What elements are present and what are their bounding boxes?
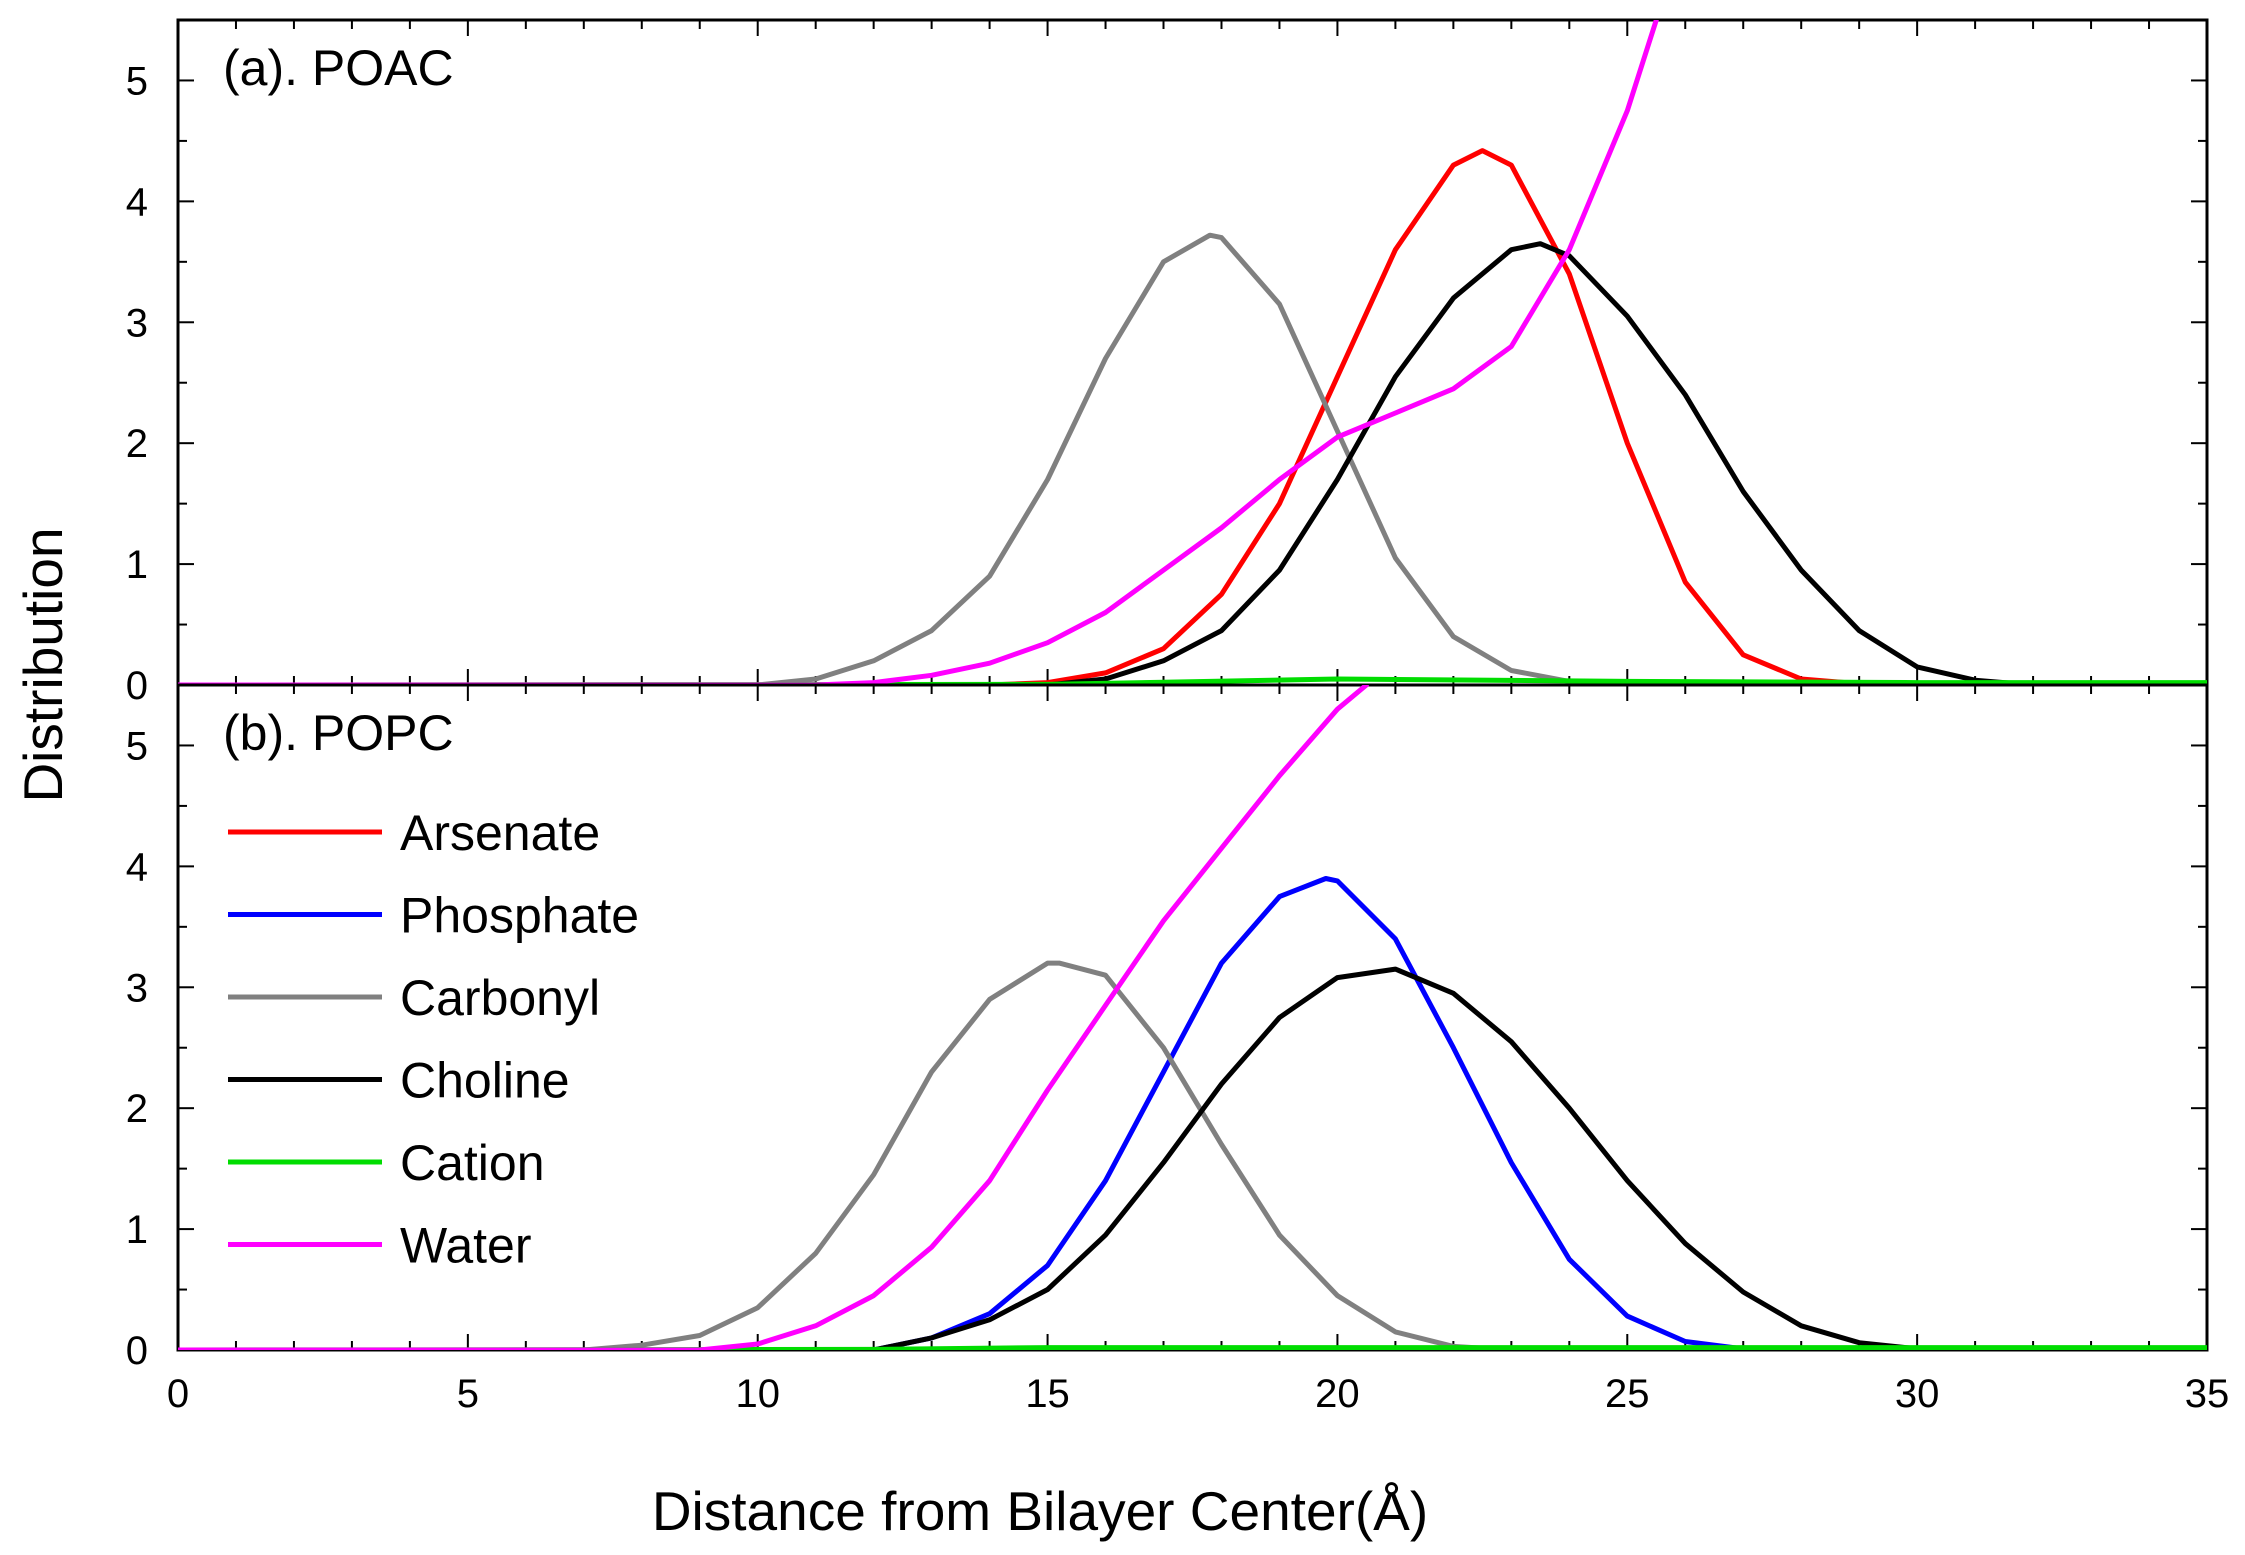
legend: Arsenate Phosphate Carbonyl Choline Cation Wa… [228, 805, 639, 1274]
legend-label-choline: Choline [400, 1053, 570, 1109]
y-tick-label: 0 [126, 1329, 148, 1373]
x-tick-label: 0 [167, 1372, 189, 1416]
x-tick-label: 15 [1025, 1372, 1070, 1416]
legend-label-carbonyl: Carbonyl [400, 970, 600, 1026]
y-tick-label: 1 [126, 543, 148, 587]
x-tick-label: 20 [1315, 1372, 1360, 1416]
plot-frame [176, 18, 2209, 687]
y-tick-label: 4 [126, 845, 148, 889]
x-tick-label: 35 [2185, 1372, 2230, 1416]
legend-label-arsenate: Arsenate [400, 805, 600, 861]
y-tick-label: 5 [126, 724, 148, 768]
x-tick-label: 5 [457, 1372, 479, 1416]
y-tick-label: 0 [126, 664, 148, 708]
series-line-carbonyl [178, 232, 2207, 685]
panel-poac: 0 1 2 3 4 5 (a). POAC [126, 18, 2209, 708]
legend-label-phosphate: Phosphate [400, 888, 639, 944]
legend-label-water: Water [400, 1218, 532, 1274]
x-tick-label: 30 [1895, 1372, 1940, 1416]
panel-label: (a). POAC [223, 40, 454, 96]
x-tick-label: 25 [1605, 1372, 1650, 1416]
series-line-water [178, 685, 1369, 1350]
series-line-carbonyl [178, 960, 2207, 1350]
series-line-choline [178, 241, 2207, 685]
panel-popc: 0 5 10 15 20 25 30 35 0 1 2 3 4 5 (b). POPC [126, 683, 2230, 1416]
y-tick-label: 2 [126, 422, 148, 466]
series-line-choline [178, 966, 2207, 1350]
x-axis-title: Distance from Bilayer Center(Å) [652, 1480, 1428, 1542]
x-tick-label: 10 [735, 1372, 780, 1416]
y-tick-label: 3 [126, 301, 148, 345]
series-line-water [178, 20, 1659, 685]
series-line-cation [178, 1345, 2207, 1350]
y-tick-label: 3 [126, 966, 148, 1010]
series-line-phosphate [178, 876, 1746, 1350]
legend-label-cation: Cation [400, 1135, 545, 1191]
y-tick-label: 2 [126, 1087, 148, 1131]
panel-label: (b). POPC [223, 705, 454, 761]
y-tick-label: 1 [126, 1208, 148, 1252]
y-axis-title: Distribution [12, 527, 74, 802]
y-tick-label: 5 [126, 59, 148, 103]
series-line-arsenate [178, 148, 2207, 685]
y-tick-label: 4 [126, 180, 148, 224]
